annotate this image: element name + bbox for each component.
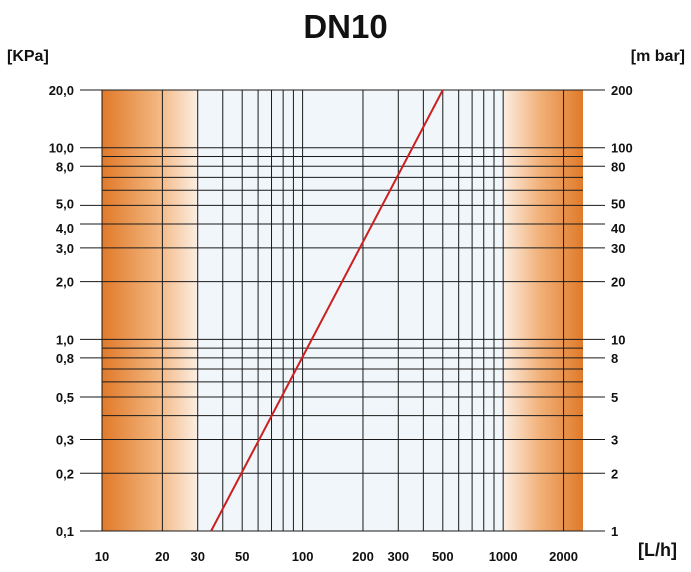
x-tick-label: 500 (432, 549, 454, 564)
y-tick-label-right: 50 (611, 196, 625, 211)
chart-title: DN10 (303, 8, 388, 45)
y-tick-label-left: 2,0 (56, 275, 74, 290)
y-tick-label-left: 3,0 (56, 241, 74, 256)
shaded-range-2 (503, 90, 583, 531)
x-tick-label: 1000 (489, 549, 518, 564)
y-tick-label-left: 4,0 (56, 221, 74, 236)
left-axis-unit-label: [KPa] (7, 48, 49, 65)
y-tick-label-left: 10,0 (49, 141, 74, 156)
y-tick-label-left: 8,0 (56, 159, 74, 174)
x-tick-label: 50 (235, 549, 249, 564)
x-axis-unit-label: [L/h] (638, 540, 677, 560)
x-tick-label: 10 (95, 549, 109, 564)
y-tick-label-left: 1,0 (56, 332, 74, 347)
y-tick-label-left: 0,2 (56, 466, 74, 481)
y-tick-label-left: 0,8 (56, 351, 74, 366)
y-tick-label-right: 5 (611, 390, 618, 405)
y-tick-label-right: 80 (611, 159, 625, 174)
x-tick-label: 300 (387, 549, 409, 564)
tick-labels: 0,1 0,2 0,3 0,5 0,8 1,0 2,0 3,0 4,0 5,0 8,0 10,0 20,… (49, 83, 633, 564)
x-tick-label: 100 (292, 549, 314, 564)
y-tick-label-right: 20 (611, 275, 625, 290)
x-tick-label: 2000 (549, 549, 578, 564)
y-tick-label-left: 20,0 (49, 83, 74, 98)
shaded-range-1 (102, 90, 198, 531)
y-tick-label-right: 40 (611, 221, 625, 236)
y-tick-label-left: 5,0 (56, 196, 74, 211)
y-tick-label-right: 10 (611, 332, 625, 347)
y-tick-label-left: 0,3 (56, 433, 74, 448)
y-tick-label-right: 1 (611, 524, 618, 539)
y-tick-label-right: 30 (611, 241, 625, 256)
y-tick-label-right: 8 (611, 351, 618, 366)
grid-lines (80, 89, 605, 532)
y-tick-label-right: 100 (611, 141, 633, 156)
x-tick-label: 200 (352, 549, 374, 564)
right-axis-unit-label: [m bar] (630, 48, 685, 65)
y-tick-label-left: 0,5 (56, 390, 74, 405)
y-tick-label-right: 2 (611, 466, 618, 481)
series-layer (210, 89, 444, 532)
pressure-drop-line (210, 89, 444, 532)
y-tick-label-right: 200 (611, 83, 633, 98)
y-tick-label-left: 0,1 (56, 524, 74, 539)
x-tick-label: 30 (190, 549, 204, 564)
x-tick-label: 20 (155, 549, 169, 564)
y-tick-label-right: 3 (611, 433, 618, 448)
